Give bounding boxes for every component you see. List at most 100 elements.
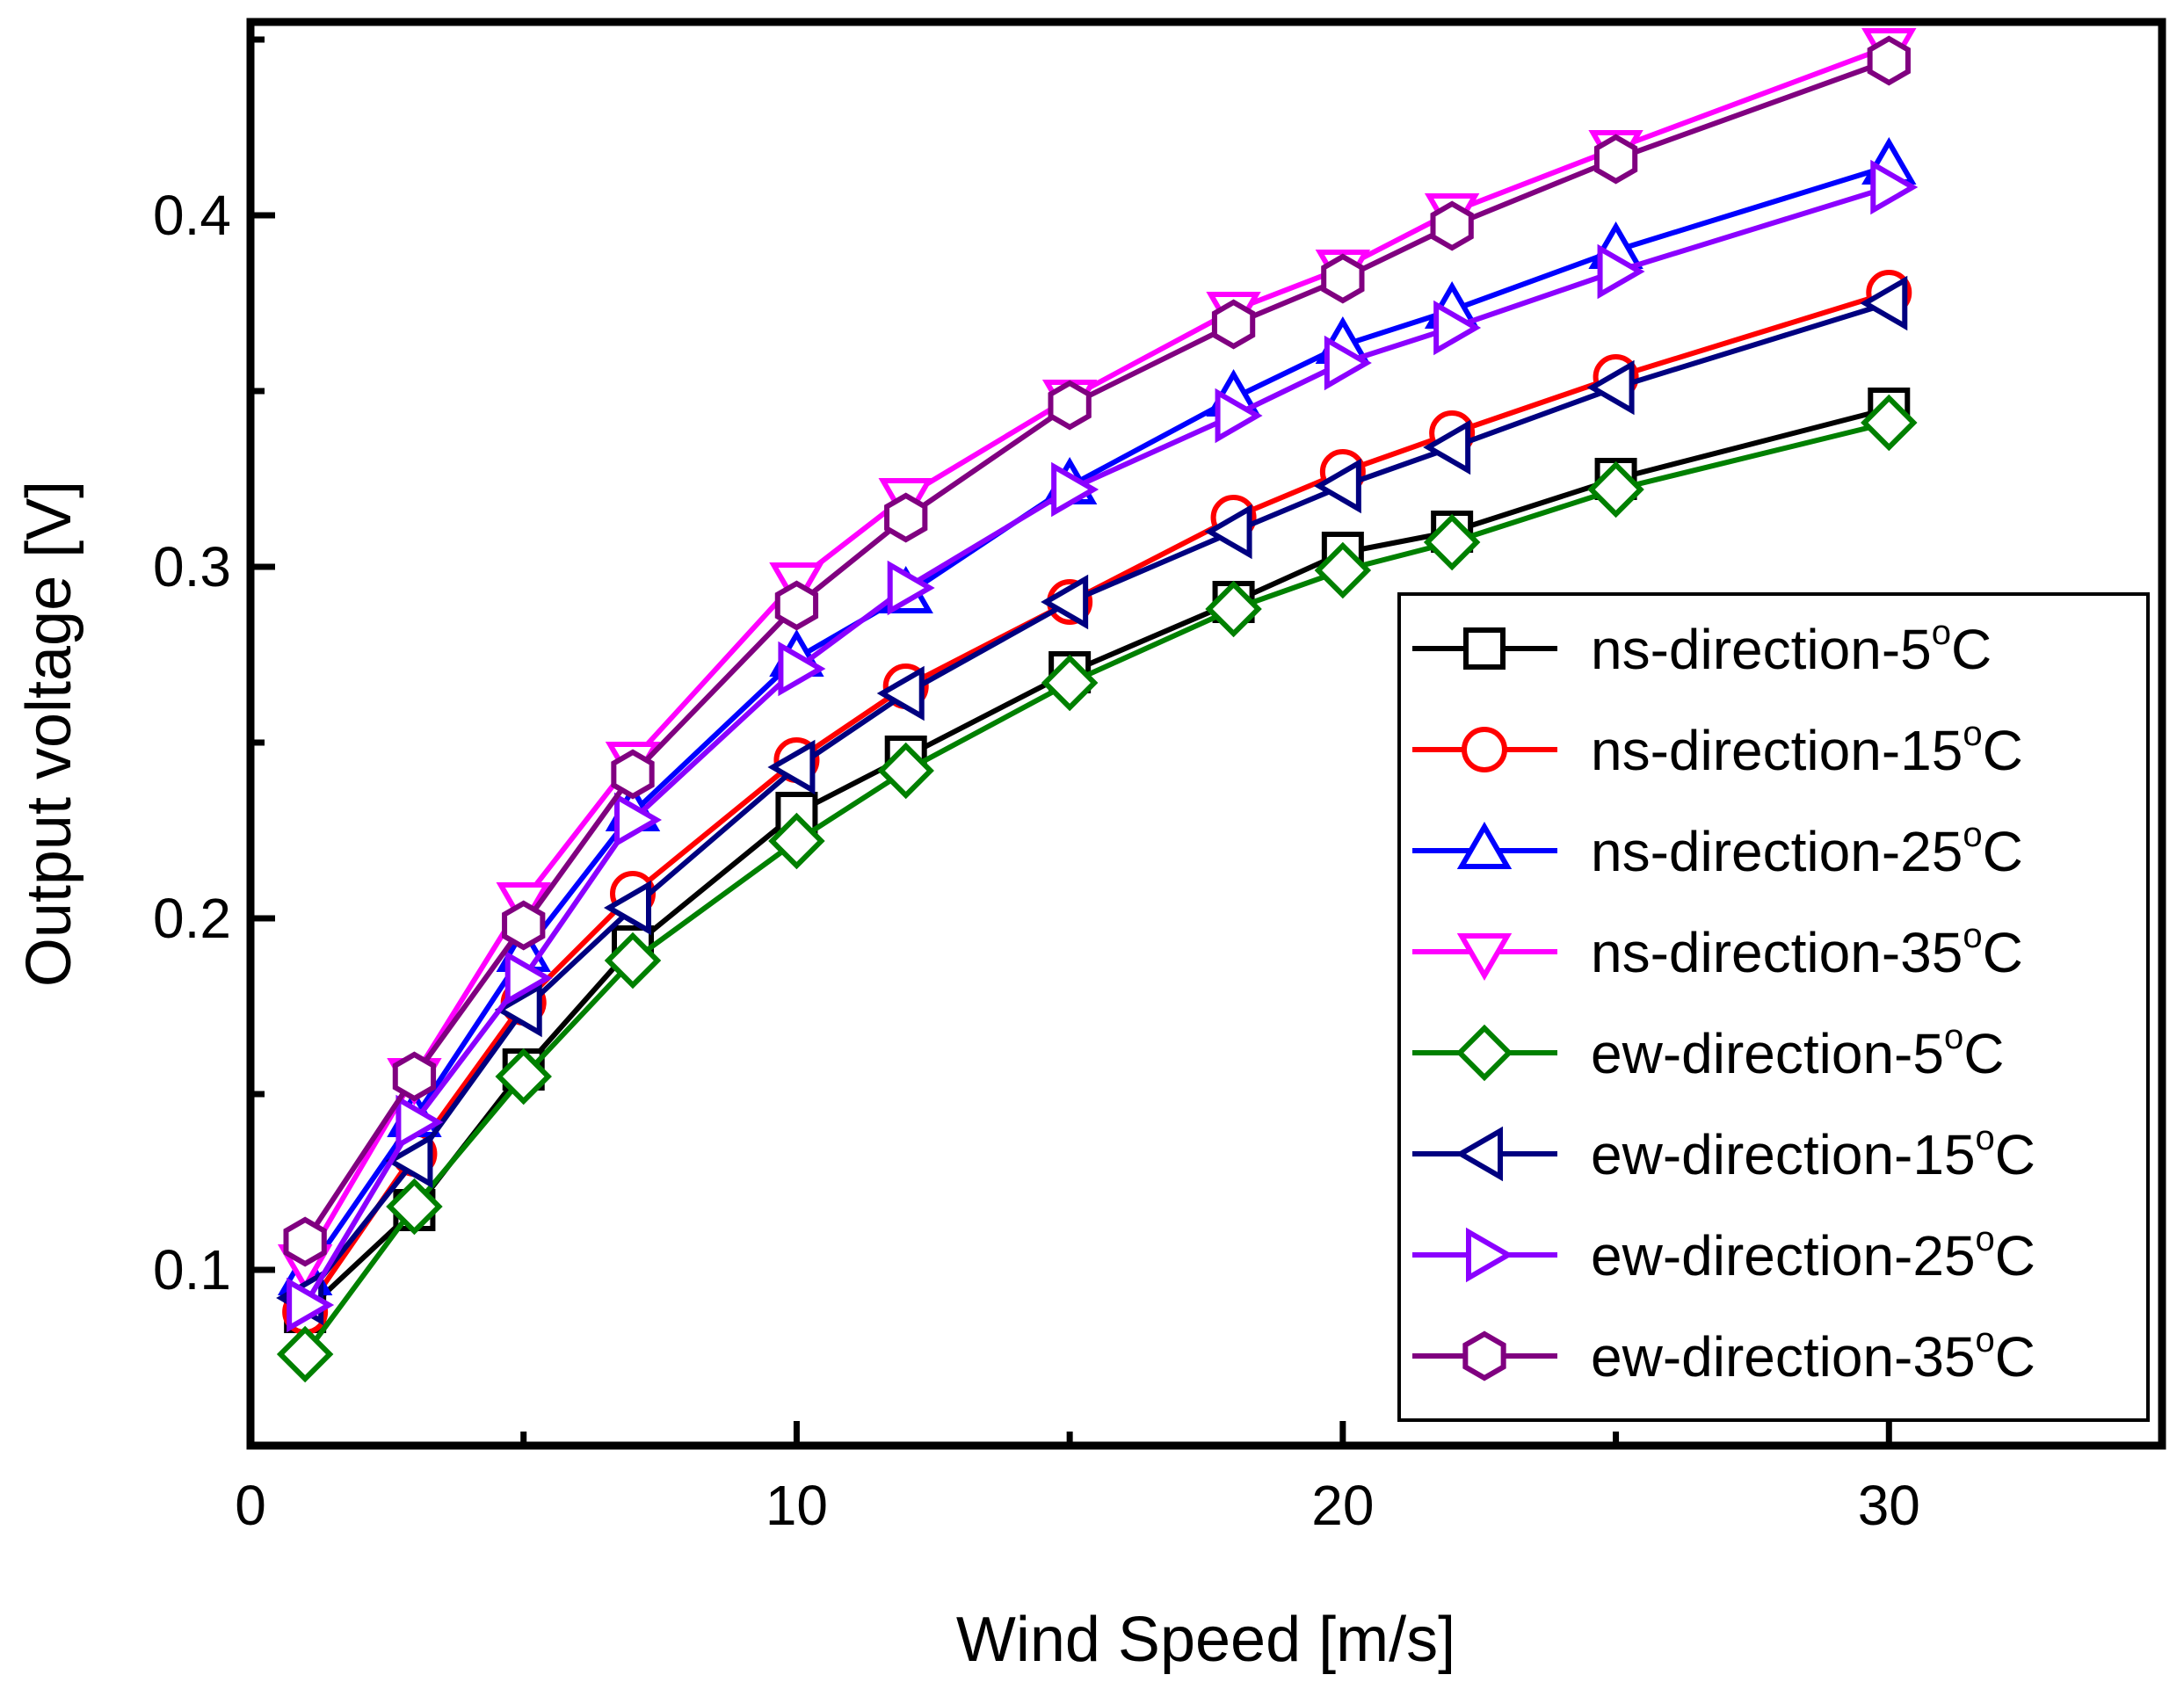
legend-label-degree: o (1976, 1220, 1995, 1258)
legend-marker (1455, 1024, 1513, 1082)
data-point-ew-direction-15-2 (494, 982, 542, 1038)
data-point-ew-direction-25-10 (1597, 243, 1645, 300)
data-point-ew-direction-5-0 (276, 1325, 334, 1383)
data-point-ew-direction-35-6 (1048, 380, 1092, 431)
series-line-ns-direction-15 (302, 290, 1890, 1314)
ticks-layer: 0 10 20 30 0.1 0.2 0.3 0.4 (153, 36, 2166, 1537)
legend-label: ns-direction-15oC (1591, 714, 2023, 782)
data-point-ew-direction-35-0 (283, 1216, 327, 1267)
data-point-ew-direction-35-3 (611, 749, 655, 800)
data-point-ew-direction-35-1 (392, 1051, 437, 1102)
legend-label-degree: o (1963, 816, 1982, 854)
series-line-ew-direction-5 (302, 420, 1890, 1356)
data-point-ew-direction-15-8 (1313, 458, 1361, 514)
x-tick-label: 10 (765, 1474, 828, 1537)
legend-label-name: ew-direction-5 (1591, 1022, 1944, 1085)
legend-label-name: ns-direction-25 (1591, 820, 1963, 883)
data-point-ew-direction-5-1 (386, 1178, 443, 1236)
legend-marker (1463, 627, 1506, 670)
data-point-ew-direction-25-5 (887, 560, 935, 616)
legend-entry-ns-direction-25: ns-direction-25oC (1412, 816, 2023, 883)
legend-entry-ew-direction-25: ew-direction-25oC (1412, 1220, 2035, 1287)
data-point-ew-direction-35-11 (1867, 35, 1911, 86)
legend-label-unit: C (1983, 921, 2023, 984)
y-tick-label: 0.2 (153, 887, 231, 950)
legend-label-name: ns-direction-15 (1591, 719, 1963, 782)
legend-entry-ns-direction-15: ns-direction-15oC (1412, 714, 2023, 782)
data-point-ew-direction-5-4 (768, 812, 825, 870)
legend: ns-direction-5oCns-direction-15oCns-dire… (1397, 592, 2150, 1422)
data-point-ew-direction-15-5 (876, 665, 925, 721)
legend-entry-ew-direction-35: ew-direction-35oC (1412, 1321, 2035, 1388)
data-point-ew-direction-35-5 (884, 492, 928, 543)
data-point-ew-direction-35-9 (1430, 200, 1474, 251)
data-point-ew-direction-5-7 (1205, 580, 1262, 638)
data-point-ew-direction-35-10 (1593, 134, 1638, 185)
legend-marker (1462, 727, 1507, 772)
data-point-ew-direction-25-0 (287, 1277, 335, 1333)
data-point-ew-direction-15-6 (1041, 574, 1089, 630)
legend-label-unit: C (1983, 719, 2023, 782)
legend-label-degree: o (1976, 1321, 1995, 1359)
legend-marker (1456, 933, 1513, 981)
data-point-ew-direction-25-2 (504, 950, 553, 1006)
data-point-ew-direction-25-3 (614, 792, 662, 848)
legend-label: ns-direction-5oC (1591, 613, 1992, 681)
data-point-ew-direction-25-9 (1433, 300, 1482, 356)
legend-label-degree: o (1963, 714, 1982, 753)
data-point-ew-direction-15-11 (1860, 275, 1908, 331)
legend-entry-ew-direction-5: ew-direction-5oC (1412, 1018, 2004, 1085)
legend-entry-ns-direction-35: ns-direction-35oC (1412, 917, 2023, 984)
data-point-ew-direction-25-11 (1870, 159, 1919, 215)
data-point-ew-direction-25-7 (1215, 388, 1263, 444)
y-tick-label: 0.4 (153, 184, 231, 247)
legend-entry-ns-direction-5: ns-direction-5oC (1412, 613, 1992, 681)
data-point-ew-direction-35-7 (1211, 299, 1256, 350)
series-ew-direction-15 (276, 275, 1908, 1326)
data-point-ew-direction-5-5 (877, 742, 934, 800)
data-point-ew-direction-25-4 (778, 641, 826, 697)
legend-label-unit: C (1983, 820, 2023, 883)
legend-label: ew-direction-15oC (1591, 1119, 2035, 1186)
data-point-ew-direction-15-10 (1586, 359, 1635, 416)
legend-label-name: ew-direction-25 (1591, 1224, 1976, 1287)
legend-marker (1455, 1126, 1503, 1182)
data-point-ew-direction-15-4 (767, 739, 816, 795)
legend-label-degree: o (1932, 613, 1951, 652)
data-point-ew-direction-5-6 (1041, 654, 1099, 712)
legend-label-unit: C (1995, 1224, 2035, 1287)
legend-label-unit: C (1995, 1123, 2035, 1186)
data-point-ew-direction-35-2 (502, 900, 546, 951)
data-point-ew-direction-5-8 (1314, 541, 1372, 599)
legend-label: ew-direction-35oC (1591, 1321, 2035, 1388)
legend-marker (1456, 822, 1513, 869)
series-ew-direction-35 (283, 35, 1911, 1267)
data-point-ew-direction-5-10 (1587, 460, 1644, 518)
legend-label-degree: o (1976, 1119, 1995, 1157)
legend-label-unit: C (1951, 618, 1992, 681)
legend-label-name: ew-direction-15 (1591, 1123, 1976, 1186)
legend-label: ew-direction-5oC (1591, 1018, 2004, 1085)
legend-label-name: ns-direction-35 (1591, 921, 1963, 984)
legend-label: ew-direction-25oC (1591, 1220, 2035, 1287)
legend-label-name: ns-direction-5 (1591, 618, 1932, 681)
x-tick-label: 20 (1311, 1474, 1374, 1537)
y-tick-label: 0.1 (153, 1238, 231, 1301)
x-tick-label: 0 (235, 1474, 266, 1537)
data-point-ew-direction-25-6 (1051, 461, 1099, 518)
legend-label-name: ew-direction-35 (1591, 1325, 1976, 1388)
legend-box (1397, 592, 2150, 1422)
data-point-ew-direction-15-1 (385, 1133, 433, 1189)
y-axis-title: Output voltage [V] (14, 481, 84, 987)
data-point-ew-direction-15-3 (604, 880, 651, 936)
series-ew-direction-25 (287, 159, 1919, 1333)
legend-label: ns-direction-35oC (1591, 917, 2023, 984)
plot-frame (246, 18, 2166, 1450)
legend-label: ns-direction-25oC (1591, 816, 2023, 883)
series-layer (276, 28, 1919, 1383)
data-point-ew-direction-35-4 (774, 580, 819, 631)
data-point-ew-direction-5-11 (1861, 394, 1918, 452)
x-tick-label: 30 (1858, 1474, 1920, 1537)
series-line-ew-direction-35 (302, 58, 1890, 1243)
